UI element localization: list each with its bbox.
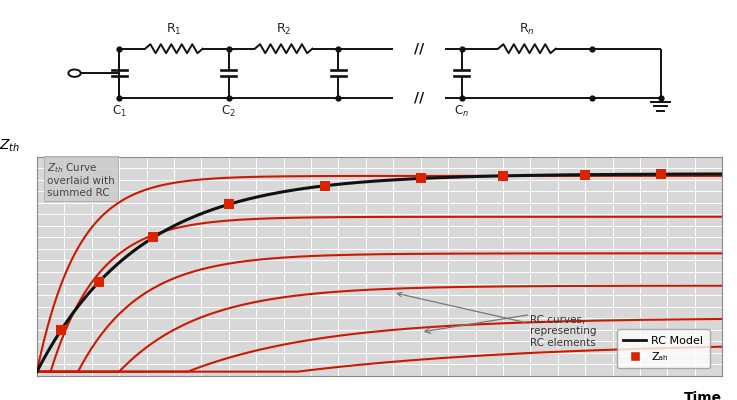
Text: //: // — [414, 91, 424, 105]
Text: Time: Time — [684, 391, 722, 400]
Text: //: // — [414, 42, 424, 56]
Text: C$_1$: C$_1$ — [112, 104, 127, 119]
Text: $Z_{th}$ Curve
overlaid with
summed RC: $Z_{th}$ Curve overlaid with summed RC — [47, 161, 115, 198]
Text: R$_n$: R$_n$ — [519, 22, 535, 37]
Text: C$_n$: C$_n$ — [454, 104, 469, 119]
Legend: RC Model, Zₐₕ: RC Model, Zₐₕ — [617, 329, 710, 368]
Text: C$_2$: C$_2$ — [221, 104, 236, 119]
Text: R$_1$: R$_1$ — [166, 22, 182, 37]
Text: R$_2$: R$_2$ — [276, 22, 291, 37]
Text: $Z_{th}$: $Z_{th}$ — [0, 138, 20, 154]
Text: RC curves,
representing
RC elements: RC curves, representing RC elements — [397, 292, 597, 348]
